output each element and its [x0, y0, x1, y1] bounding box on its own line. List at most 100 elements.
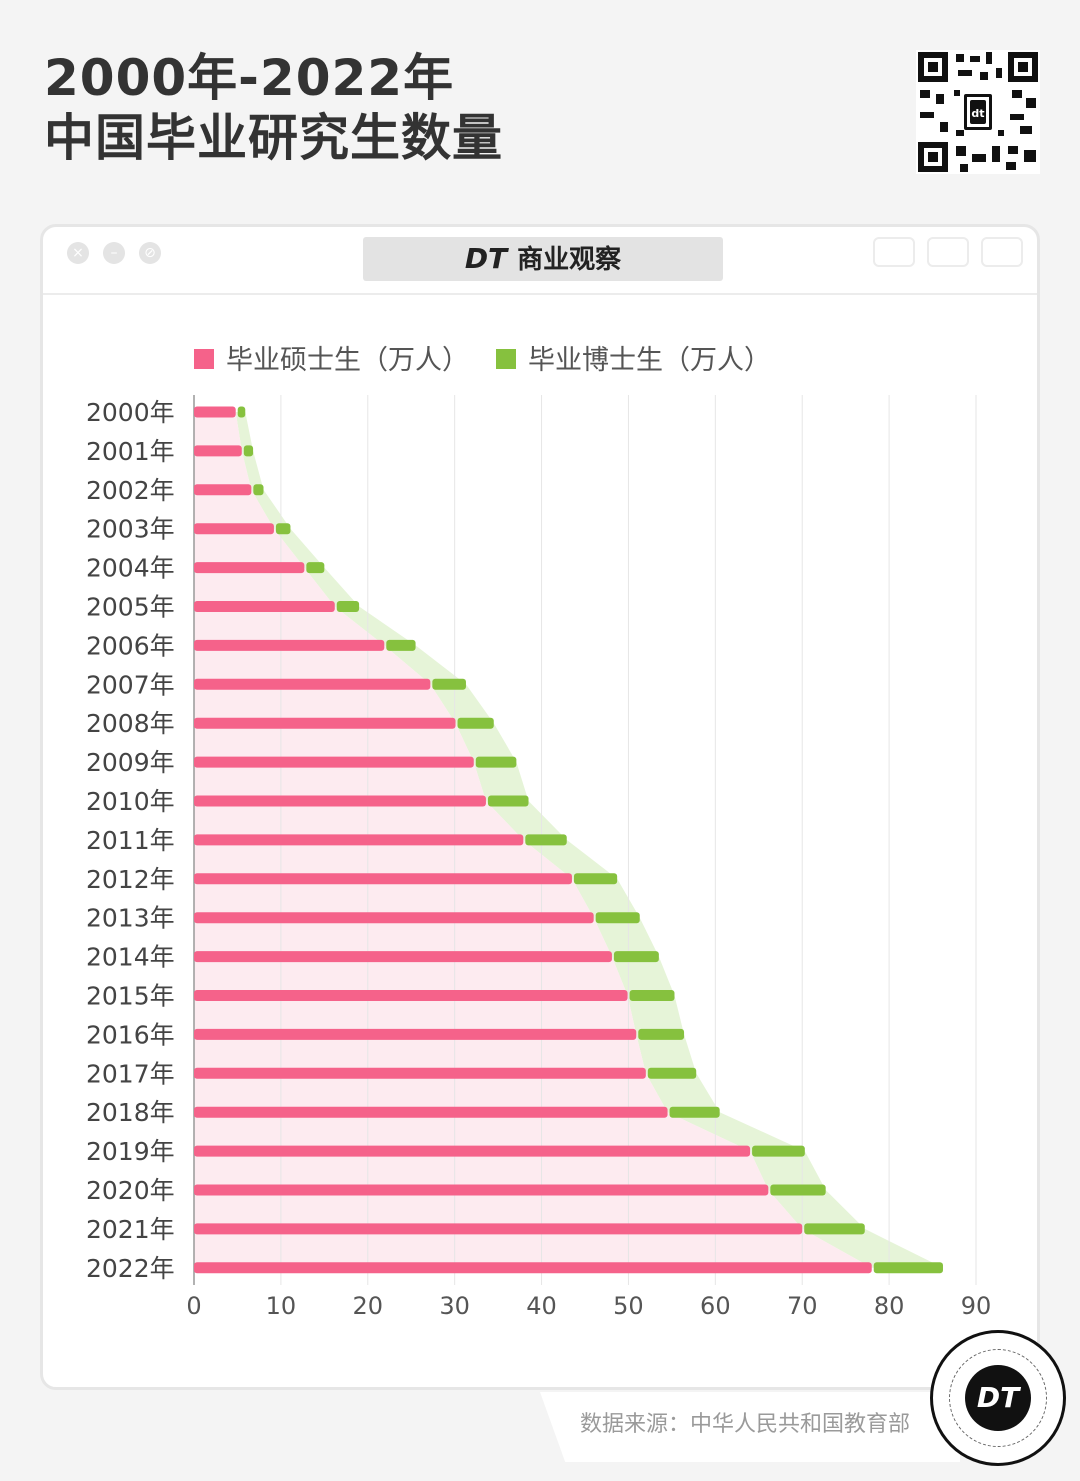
year-label-1: 2001年 — [86, 437, 175, 466]
bar-doctor-8 — [457, 717, 494, 729]
bar-master-7 — [194, 678, 431, 690]
bar-master-15 — [194, 990, 628, 1001]
title-line-1: 2000年-2022年 — [44, 49, 455, 107]
year-label-6: 2006年 — [86, 631, 175, 660]
bar-doctor-5 — [336, 601, 360, 612]
bar-doctor-12 — [573, 873, 618, 885]
bar-master-20 — [194, 1184, 769, 1196]
bar-master-9 — [194, 756, 474, 768]
bar-doctor-18 — [669, 1106, 720, 1118]
bar-doctor-2 — [253, 484, 264, 496]
x-tick-0: 0 — [186, 1292, 201, 1320]
bar-doctor-10 — [487, 795, 529, 807]
x-tick-10: 10 — [266, 1292, 297, 1320]
year-label-16: 2016年 — [86, 1020, 175, 1049]
bar-master-17 — [194, 1067, 646, 1079]
x-tick-20: 20 — [353, 1292, 384, 1320]
year-label-3: 2003年 — [86, 515, 175, 544]
bar-master-1 — [194, 445, 242, 457]
bar-master-16 — [194, 1028, 637, 1040]
year-label-2: 2002年 — [86, 476, 175, 505]
year-label-4: 2004年 — [86, 554, 175, 583]
year-label-18: 2018年 — [86, 1098, 175, 1127]
bar-master-6 — [194, 639, 385, 651]
window-header: × – ⊘ DT 商业观察 — [43, 227, 1037, 295]
stacked-bar-chart: 2000年 2001年 2002年 2003年 2004年 2005年 2006年 2007年… — [86, 345, 991, 1320]
bar-doctor-22 — [873, 1262, 943, 1274]
bar-master-2 — [194, 484, 252, 496]
record-button[interactable] — [873, 237, 915, 267]
bar-doctor-11 — [525, 834, 567, 846]
window-button[interactable] — [981, 237, 1023, 267]
badge-ring — [949, 1349, 1047, 1447]
legend-label-master: 毕业硕士生（万人） — [226, 345, 469, 376]
bar-master-11 — [194, 834, 524, 846]
source-text: 数据来源：中华人民共和国教育部 — [580, 1412, 911, 1437]
bar-master-19 — [194, 1145, 751, 1157]
bar-master-22 — [194, 1262, 872, 1274]
year-label-10: 2010年 — [86, 787, 175, 816]
year-label-12: 2012年 — [86, 865, 175, 894]
bar-master-10 — [194, 795, 486, 807]
legend-label-doctor: 毕业博士生（万人） — [528, 345, 771, 376]
bar-master-8 — [194, 717, 456, 729]
year-label-7: 2007年 — [86, 670, 175, 699]
share-button[interactable] — [927, 237, 969, 267]
bar-master-13 — [194, 912, 594, 924]
bar-master-0 — [194, 406, 236, 418]
title-line-2: 中国毕业研究生数量 — [44, 109, 503, 167]
bar-doctor-19 — [752, 1145, 805, 1157]
brand-text: 商业观察 — [517, 245, 622, 275]
year-label-20: 2020年 — [86, 1176, 175, 1205]
year-label-22: 2022年 — [86, 1254, 175, 1283]
bar-doctor-16 — [638, 1028, 685, 1040]
year-label-9: 2009年 — [86, 748, 175, 777]
bar-doctor-0 — [237, 406, 246, 418]
bar-doctor-4 — [306, 562, 325, 574]
qr-code-icon[interactable]: dt — [916, 50, 1040, 174]
svg-text:dt: dt — [971, 107, 984, 120]
master-area — [194, 412, 872, 1268]
bar-master-3 — [194, 523, 274, 535]
bar-master-18 — [194, 1106, 668, 1118]
bar-doctor-13 — [595, 912, 640, 924]
x-tick-40: 40 — [526, 1292, 557, 1320]
bar-master-5 — [194, 601, 335, 612]
cancel-icon[interactable]: ⊘ — [139, 242, 161, 264]
bar-doctor-14 — [613, 951, 659, 963]
year-label-5: 2005年 — [86, 593, 175, 622]
bar-doctor-9 — [475, 756, 517, 768]
page-title: 2000年-2022年 中国毕业研究生数量 — [44, 48, 503, 168]
dt-badge-icon: DT — [930, 1330, 1066, 1466]
x-tick-labels: 0 10 20 30 40 50 60 70 80 90 — [186, 1292, 991, 1320]
year-label-19: 2019年 — [86, 1137, 175, 1166]
legend-swatch-master — [194, 349, 214, 369]
bar-doctor-7 — [432, 678, 466, 690]
close-icon[interactable]: × — [67, 242, 89, 264]
x-tick-80: 80 — [874, 1292, 905, 1320]
dt-logo: DT — [464, 242, 508, 275]
bar-doctor-21 — [804, 1223, 865, 1235]
minimize-icon[interactable]: – — [103, 242, 125, 264]
area-layer — [194, 412, 943, 1268]
bar-doctor-20 — [770, 1184, 826, 1196]
x-tick-70: 70 — [787, 1292, 818, 1320]
year-label-21: 2021年 — [86, 1215, 175, 1244]
year-label-11: 2011年 — [86, 826, 175, 855]
x-tick-60: 60 — [700, 1292, 731, 1320]
year-label-17: 2017年 — [86, 1059, 175, 1088]
legend-swatch-doctor — [496, 349, 516, 369]
bar-doctor-6 — [386, 639, 416, 651]
x-tick-90: 90 — [961, 1292, 992, 1320]
bar-doctor-17 — [647, 1067, 697, 1079]
bar-master-21 — [194, 1223, 803, 1235]
address-bar[interactable]: DT 商业观察 — [363, 237, 723, 281]
x-tick-30: 30 — [439, 1292, 470, 1320]
year-label-15: 2015年 — [86, 982, 175, 1011]
bar-doctor-3 — [275, 523, 291, 535]
x-tick-50: 50 — [613, 1292, 644, 1320]
year-label-13: 2013年 — [86, 904, 175, 933]
bar-master-4 — [194, 562, 305, 574]
year-labels: 2000年 2001年 2002年 2003年 2004年 2005年 2006年 2007年… — [86, 398, 175, 1283]
year-label-14: 2014年 — [86, 943, 175, 972]
